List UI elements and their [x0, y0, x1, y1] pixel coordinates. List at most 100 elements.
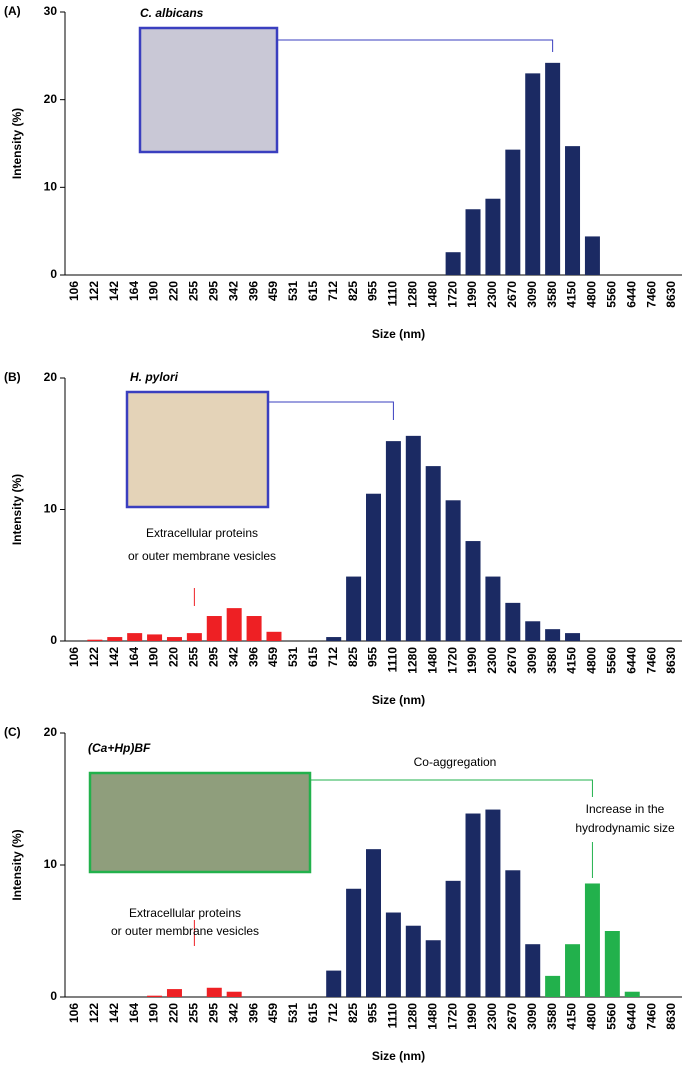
- micrograph: [125, 390, 270, 509]
- x-tick-label: 4800: [585, 1003, 599, 1030]
- x-tick-label: 3580: [545, 647, 559, 674]
- x-tick-label: 6440: [624, 281, 638, 308]
- y-tick-label: 20: [44, 725, 58, 739]
- x-tick-label: 190: [147, 281, 161, 301]
- x-tick-label: 5560: [605, 281, 619, 308]
- y-axis-title: Intensity (%): [10, 829, 24, 900]
- y-tick-label: 10: [44, 857, 58, 871]
- x-tick-label: 2670: [505, 281, 519, 308]
- x-tick-label: 3580: [545, 1003, 559, 1030]
- bar: [147, 995, 163, 997]
- x-tick-label: 615: [306, 281, 320, 301]
- bar: [525, 73, 541, 275]
- x-tick-label: 8630: [664, 281, 678, 308]
- x-tick-label: 7460: [644, 647, 658, 674]
- bar: [465, 541, 481, 641]
- bar: [366, 849, 381, 997]
- bar: [385, 912, 401, 997]
- x-tick-label: 3580: [545, 281, 559, 308]
- x-tick-label: 3090: [525, 1003, 539, 1030]
- bar: [545, 975, 561, 997]
- bar: [385, 441, 401, 641]
- y-axis-title: Intensity (%): [10, 474, 24, 545]
- bar: [485, 809, 501, 997]
- x-tick-label: 825: [346, 1003, 360, 1023]
- annotation: Increase in the: [586, 802, 665, 816]
- bar: [505, 149, 521, 275]
- x-tick-label: 825: [346, 647, 360, 667]
- bar: [326, 970, 342, 997]
- bar: [565, 944, 581, 997]
- panel-title: H. pylori: [130, 370, 179, 384]
- x-tick-label: 1990: [465, 281, 479, 308]
- x-tick-label: 6440: [624, 1003, 638, 1030]
- x-tick-label: 5560: [605, 647, 619, 674]
- bar: [485, 198, 501, 275]
- bar: [445, 500, 461, 641]
- bar: [246, 616, 262, 641]
- bar: [226, 991, 242, 997]
- x-tick-label: 4150: [565, 647, 579, 674]
- bar: [445, 252, 461, 275]
- bar: [505, 870, 521, 997]
- x-tick-label: 531: [286, 1003, 300, 1023]
- x-tick-label: 295: [206, 281, 220, 301]
- bar: [166, 989, 182, 997]
- bar: [465, 209, 481, 275]
- x-tick-label: 142: [107, 1003, 121, 1023]
- y-axis-title: Intensity (%): [10, 108, 24, 179]
- x-tick-label: 955: [366, 1003, 380, 1023]
- annotation: or outer membrane vesicles: [111, 924, 259, 938]
- x-tick-label: 1110: [386, 281, 400, 307]
- panel-label: (B): [4, 370, 21, 384]
- x-tick-label: 1990: [465, 1003, 479, 1030]
- bar: [505, 602, 521, 641]
- bar: [545, 629, 561, 641]
- annotation: hydrodynamic size: [575, 821, 675, 835]
- bar: [525, 944, 541, 997]
- x-tick-label: 6440: [624, 647, 638, 674]
- x-tick-label: 295: [206, 1003, 220, 1023]
- bar: [366, 493, 381, 641]
- x-tick-label: 459: [266, 1003, 280, 1023]
- x-tick-label: 459: [266, 281, 280, 301]
- x-tick-label: 615: [306, 1003, 320, 1023]
- x-tick-label: 220: [167, 1003, 181, 1023]
- x-tick-label: 106: [67, 1003, 81, 1023]
- x-tick-label: 4800: [585, 647, 599, 674]
- x-tick-label: 4150: [565, 281, 579, 308]
- x-tick-label: 712: [326, 1003, 340, 1023]
- x-tick-label: 106: [67, 281, 81, 301]
- x-tick-label: 2300: [485, 1003, 499, 1030]
- x-tick-label: 955: [366, 281, 380, 301]
- x-tick-label: 122: [87, 281, 101, 301]
- bar: [545, 62, 561, 276]
- x-tick-label: 1110: [386, 1003, 400, 1029]
- x-tick-label: 825: [346, 281, 360, 301]
- y-tick-label: 30: [44, 4, 58, 18]
- micrograph: [138, 26, 279, 154]
- bar: [405, 925, 421, 997]
- x-tick-label: 220: [167, 281, 181, 301]
- y-tick-label: 10: [44, 180, 58, 194]
- bar: [206, 616, 222, 641]
- annotation: Co-aggregation: [414, 755, 497, 769]
- x-tick-label: 1480: [425, 647, 439, 674]
- bar: [186, 633, 202, 641]
- x-tick-label: 2300: [485, 281, 499, 308]
- y-tick-label: 0: [50, 633, 57, 647]
- bar: [485, 576, 501, 641]
- bar: [226, 608, 242, 641]
- x-tick-label: 220: [167, 647, 181, 667]
- x-tick-label: 3090: [525, 647, 539, 674]
- bar: [405, 435, 421, 641]
- x-tick-label: 2300: [485, 647, 499, 674]
- x-tick-label: 1720: [445, 647, 459, 674]
- x-tick-label: 190: [147, 1003, 161, 1023]
- bar: [525, 621, 541, 641]
- x-tick-label: 2670: [505, 1003, 519, 1030]
- x-tick-label: 1280: [405, 647, 419, 674]
- x-tick-label: 7460: [644, 281, 658, 308]
- bar: [87, 639, 103, 641]
- x-tick-label: 8630: [664, 647, 678, 674]
